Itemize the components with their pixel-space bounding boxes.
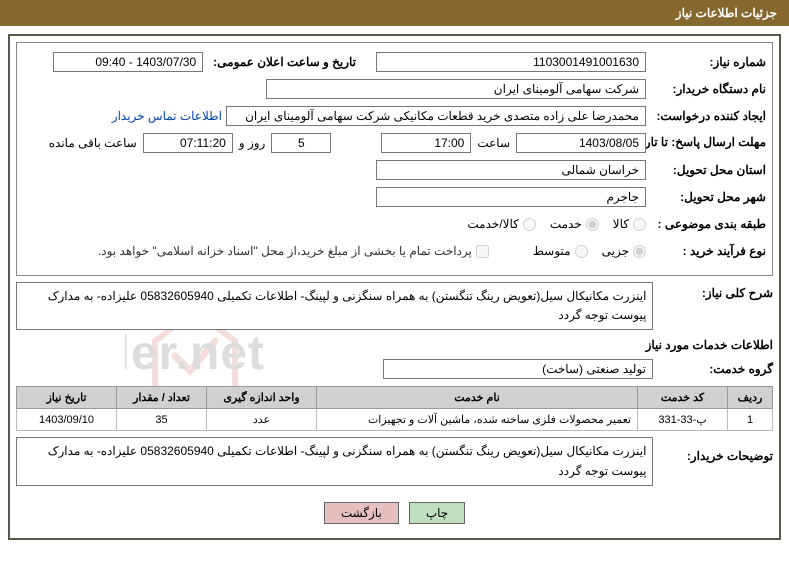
cell-code: پ-33-331: [638, 409, 728, 431]
deadline-time-field: 17:00: [381, 133, 471, 153]
deadline-date-field: 1403/08/05: [516, 133, 646, 153]
cell-unit: عدد: [207, 409, 317, 431]
announce-label: تاریخ و ساعت اعلان عمومی:: [209, 55, 356, 69]
services-table-wrap: ردیف کد خدمت نام خدمت واحد اندازه گیری ت…: [16, 386, 773, 431]
need-desc-field: اینزرت مکانیکال سیل(تعویض رینگ تنگستن) ب…: [16, 282, 653, 330]
page-header: جزئیات اطلاعات نیاز: [0, 0, 789, 26]
time-word: ساعت: [477, 136, 510, 150]
services-section-title: اطلاعات خدمات مورد نیاز: [16, 338, 773, 352]
back-button[interactable]: بازگشت: [324, 502, 399, 524]
announce-field: 1403/07/30 - 09:40: [53, 52, 203, 72]
th-unit: واحد اندازه گیری: [207, 387, 317, 409]
table-row: 1 پ-33-331 تعمیر محصولات فلزی ساخته شده،…: [17, 409, 773, 431]
main-frame: AriaTender.net شماره نیاز: 1103001491001…: [8, 34, 781, 540]
th-row: ردیف: [728, 387, 773, 409]
service-group-field: تولید صنعتی (ساخت): [383, 359, 653, 379]
days-field: 5: [271, 133, 331, 153]
buyer-org-field: شرکت سهامی آلومینای ایران: [266, 79, 646, 99]
payment-note-checkbox[interactable]: پرداخت تمام یا بخشی از مبلغ خرید،از محل …: [98, 244, 489, 258]
contact-link[interactable]: اطلاعات تماس خریدار: [112, 109, 222, 123]
subject-class-label: طبقه بندی موضوعی :: [646, 217, 766, 231]
subject-goods-radio[interactable]: کالا: [613, 217, 646, 231]
th-code: کد خدمت: [638, 387, 728, 409]
buyer-org-label: نام دستگاه خریدار:: [646, 82, 766, 96]
cell-qty: 35: [117, 409, 207, 431]
requester-field: محمدرضا علی زاده متصدی خرید قطعات مکانیک…: [226, 106, 646, 126]
remain-time-field: 07:11:20: [143, 133, 233, 153]
print-button[interactable]: چاپ: [409, 502, 465, 524]
content-area: شماره نیاز: 1103001491001630 تاریخ و ساع…: [10, 42, 779, 538]
services-table: ردیف کد خدمت نام خدمت واحد اندازه گیری ت…: [16, 386, 773, 431]
city-label: شهر محل تحویل:: [646, 190, 766, 204]
subject-service-radio[interactable]: خدمت: [550, 217, 599, 231]
need-no-field: 1103001491001630: [376, 52, 646, 72]
need-no-label: شماره نیاز:: [646, 55, 766, 69]
cell-name: تعمیر محصولات فلزی ساخته شده، ماشین آلات…: [317, 409, 638, 431]
th-name: نام خدمت: [317, 387, 638, 409]
buyer-notes-field: اینزرت مکانیکال سیل(تعویض رینگ تنگستن) ب…: [16, 437, 653, 485]
process-partial-radio[interactable]: جزیی: [602, 244, 646, 258]
province-label: استان محل تحویل:: [646, 163, 766, 177]
button-row: چاپ بازگشت: [10, 492, 779, 538]
province-field: خراسان شمالی: [376, 160, 646, 180]
days-and-label: روز و: [239, 136, 266, 150]
process-type-label: نوع فرآیند خرید :: [646, 244, 766, 258]
remain-label: ساعت باقی مانده: [49, 136, 137, 150]
cell-date: 1403/09/10: [17, 409, 117, 431]
service-group-label: گروه خدمت:: [653, 362, 773, 376]
buyer-notes-label: توضیحات خریدار:: [653, 437, 773, 463]
need-desc-label: شرح کلی نیاز:: [653, 282, 773, 300]
deadline-label: مهلت ارسال پاسخ: تا تاریخ:: [646, 135, 766, 151]
subject-both-radio[interactable]: کالا/خدمت: [467, 217, 535, 231]
page-title: جزئیات اطلاعات نیاز: [676, 6, 777, 20]
process-medium-radio[interactable]: متوسط: [533, 244, 588, 258]
th-date: تاریخ نیاز: [17, 387, 117, 409]
city-field: جاجرم: [376, 187, 646, 207]
details-panel: شماره نیاز: 1103001491001630 تاریخ و ساع…: [16, 42, 773, 276]
requester-label: ایجاد کننده درخواست:: [646, 109, 766, 123]
th-qty: تعداد / مقدار: [117, 387, 207, 409]
cell-row: 1: [728, 409, 773, 431]
